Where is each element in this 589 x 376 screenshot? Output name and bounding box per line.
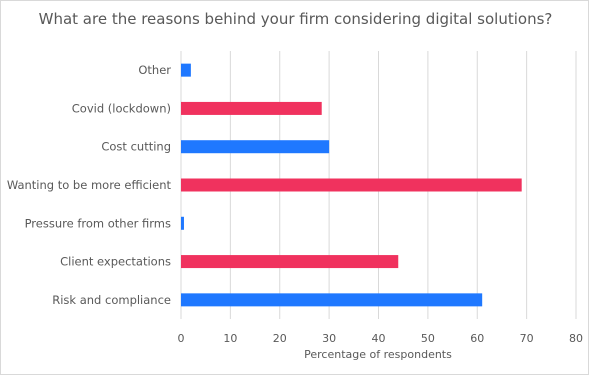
x-tick-label: 30 xyxy=(322,332,336,345)
x-tick-label: 70 xyxy=(520,332,534,345)
category-label: Wanting to be more efficient xyxy=(7,178,172,192)
bar-wanting-to-be-more-efficient xyxy=(181,178,522,192)
x-tick-label: 40 xyxy=(372,332,386,345)
x-axis-label: Percentage of respondents xyxy=(304,348,452,361)
x-tick-label: 0 xyxy=(178,332,185,345)
bar-cost-cutting xyxy=(181,140,330,154)
category-label: Other xyxy=(138,63,171,77)
x-tick-label: 10 xyxy=(223,332,237,345)
bar-other xyxy=(181,63,191,77)
chart-title: What are the reasons behind your firm co… xyxy=(38,10,553,28)
bars xyxy=(181,63,522,307)
x-tick-labels: 0 10 20 30 40 50 60 70 80 xyxy=(178,332,584,345)
category-labels: Other Covid (lockdown) Cost cutting Wanting… xyxy=(7,63,172,307)
bar-pressure-from-other-firms xyxy=(181,216,184,230)
bar-client-expectations xyxy=(181,255,399,269)
x-tick-label: 20 xyxy=(273,332,287,345)
x-tick-label: 80 xyxy=(569,332,583,345)
bar-risk-and-compliance xyxy=(181,293,483,307)
x-tick-label: 50 xyxy=(421,332,435,345)
category-label: Pressure from other firms xyxy=(25,216,171,230)
category-label: Covid (lockdown) xyxy=(72,101,171,115)
category-label: Cost cutting xyxy=(101,140,171,154)
bar-covid-lockdown xyxy=(181,101,322,115)
category-label: Risk and compliance xyxy=(52,293,171,307)
x-tick-label: 60 xyxy=(470,332,484,345)
category-label: Client expectations xyxy=(60,255,171,269)
